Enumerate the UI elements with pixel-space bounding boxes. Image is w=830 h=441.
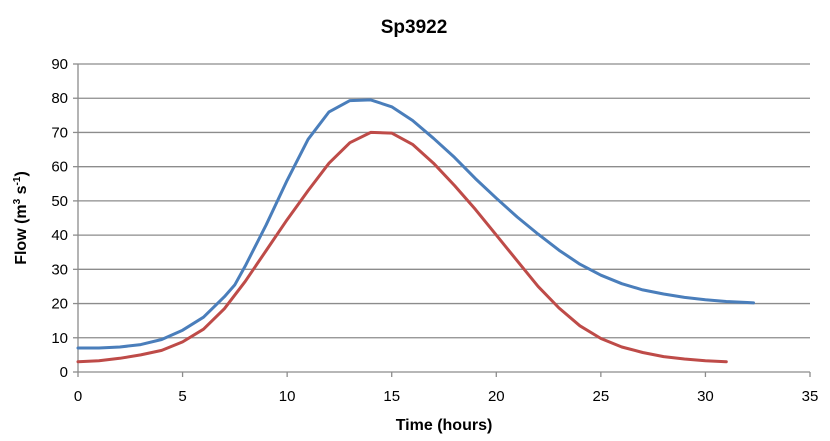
grid-lines [78,63,810,339]
axes [73,63,811,377]
y-tick-label: 30 [51,261,68,278]
x-tick-label: 0 [74,388,82,405]
x-axis-label: Time (hours) [396,417,493,434]
x-tick-label: 10 [279,388,296,405]
y-tick-label: 60 [51,159,68,176]
y-axis-label-middle: s [13,185,30,198]
y-tick-label: 40 [51,227,68,244]
series-line-1 [76,98,755,350]
x-tick-label: 30 [697,388,714,405]
series-lines [76,98,755,364]
x-tick-label: 35 [802,388,819,405]
y-tick-label: 0 [60,364,68,381]
x-tick-label: 20 [488,388,505,405]
y-axis-label-suffix: ) [13,171,30,176]
y-axis-label-sup1: 3 [12,198,23,204]
y-tick-label: 50 [51,193,68,210]
y-tick-label: 20 [51,296,68,313]
x-tick-label: 15 [383,388,400,405]
y-axis-label-sup2: -1 [12,176,23,185]
series-line-2 [76,130,728,364]
x-tick-label: 25 [593,388,610,405]
chart-title: Sp3922 [381,17,448,38]
y-tick-label: 70 [51,124,68,141]
x-tick-labels: 0 5 10 15 20 25 30 35 [74,388,819,405]
y-axis-label-prefix: Flow (m [13,204,30,264]
y-axis-label: Flow (m3 s-1) [12,171,30,265]
y-tick-label: 10 [51,330,68,347]
x-tick-label: 5 [178,388,186,405]
y-tick-labels: 0 10 20 30 40 50 60 70 80 90 [51,56,68,381]
y-tick-label: 80 [51,90,68,107]
y-tick-label: 90 [51,56,68,73]
